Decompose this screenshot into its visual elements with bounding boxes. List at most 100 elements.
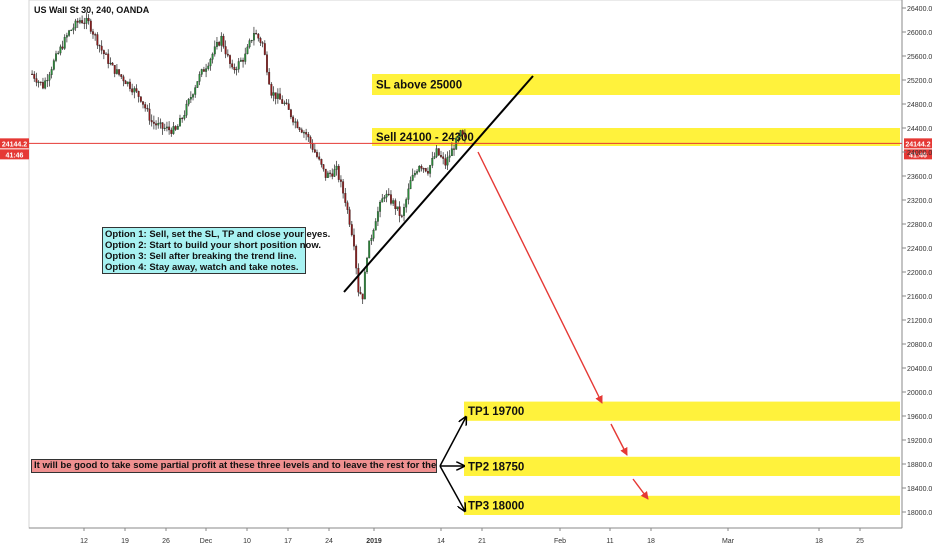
zone-band <box>372 128 900 146</box>
candle-body <box>309 136 312 144</box>
candle-body <box>76 20 79 23</box>
candle-body <box>257 33 260 39</box>
y-tick-label: 23200.0 <box>907 198 932 205</box>
y-tick-label: 26000.0 <box>907 30 932 37</box>
candle-body <box>461 130 464 135</box>
candle-body <box>435 148 438 157</box>
candle-body <box>433 156 436 159</box>
candle-body <box>255 33 258 35</box>
candle-body <box>459 130 462 136</box>
candle-body <box>218 42 221 46</box>
candle-body <box>31 73 34 75</box>
candle-body <box>244 53 247 62</box>
candle-body <box>324 168 327 178</box>
candle-body <box>294 121 297 123</box>
candle-body <box>100 45 103 51</box>
candle-body <box>185 103 188 116</box>
candle-body <box>152 121 155 124</box>
candle-body <box>216 42 218 47</box>
candle-body <box>172 126 175 134</box>
y-tick-label: 25600.0 <box>907 54 932 61</box>
candle-body <box>274 92 277 99</box>
option-3: Option 3: Sell after breaking the trend … <box>105 251 297 262</box>
candle-body <box>313 149 316 153</box>
candle-body <box>157 123 160 126</box>
candle-body <box>242 59 244 62</box>
candle-body <box>224 46 227 55</box>
candle-body <box>320 159 323 165</box>
candle-body <box>139 96 142 102</box>
candle-body <box>142 101 144 105</box>
candle-body <box>222 35 225 47</box>
countdown-badge-left-bg <box>0 149 29 160</box>
candle-body <box>229 55 231 64</box>
candle-body <box>453 148 455 150</box>
price-badge-right: 24144.2 <box>905 141 930 148</box>
candle-body <box>346 202 349 210</box>
y-tick-label: 23600.0 <box>907 174 932 181</box>
candle-body <box>394 200 397 210</box>
candle-body <box>411 174 414 181</box>
x-tick-label: 17 <box>284 538 292 545</box>
candle-body <box>248 40 251 48</box>
candle-body <box>46 80 49 82</box>
candle-body <box>189 97 192 100</box>
candle-body <box>316 152 318 157</box>
zone-band <box>464 401 900 421</box>
x-tick-label: 19 <box>121 538 129 545</box>
candle-body <box>368 240 371 259</box>
candle-body <box>287 103 290 110</box>
candle-body <box>250 40 253 42</box>
candle-body <box>87 18 90 22</box>
candle-body <box>89 20 92 32</box>
candle-body <box>335 165 338 170</box>
x-tick-label: 12 <box>80 538 88 545</box>
candle-body <box>63 37 66 49</box>
candle-body <box>281 99 284 104</box>
y-tick-label: 19200.0 <box>907 438 932 445</box>
candle-body <box>342 181 345 194</box>
candle-body <box>163 127 166 129</box>
candle-body <box>111 62 114 66</box>
candle-body <box>146 107 149 110</box>
candle-body <box>96 34 99 46</box>
candle-body <box>305 132 308 135</box>
candle-body <box>205 68 208 72</box>
candle-body <box>357 267 360 293</box>
candle-body <box>252 33 255 41</box>
candle-body <box>285 102 288 104</box>
candle-body <box>126 81 129 85</box>
candle-body <box>192 94 194 98</box>
candle-body <box>120 74 123 77</box>
zone-label: TP1 19700 <box>468 406 524 418</box>
candle-body <box>92 31 94 35</box>
candle-body <box>396 206 399 210</box>
candle-body <box>374 221 377 231</box>
candle-body <box>298 127 301 130</box>
candle-body <box>416 171 418 174</box>
candle-body <box>405 199 408 208</box>
option-1: Option 1: Sell, set the SL, TP and close… <box>105 229 331 240</box>
candle-body <box>155 123 157 126</box>
y-tick-label: 24400.0 <box>907 126 932 133</box>
candle-body <box>331 173 334 177</box>
candle-body <box>276 93 279 99</box>
zone-label: TP2 18750 <box>468 461 524 473</box>
x-tick-label: 25 <box>856 538 864 545</box>
candle-body <box>446 157 449 166</box>
candle-body <box>322 164 325 170</box>
candle-body <box>448 155 451 158</box>
y-tick-label: 20800.0 <box>907 342 932 349</box>
candle-body <box>361 293 364 300</box>
candle-body <box>426 171 429 174</box>
candle-body <box>137 91 140 97</box>
candle-body <box>74 20 77 29</box>
candle-body <box>348 209 351 225</box>
candle-body <box>150 120 153 123</box>
candle-body <box>246 46 249 55</box>
countdown-badge-left: 41:46 <box>6 152 24 159</box>
y-tick-label: 25200.0 <box>907 78 932 85</box>
countdown-badge-right-bg <box>904 149 932 160</box>
candle-body <box>85 18 88 24</box>
